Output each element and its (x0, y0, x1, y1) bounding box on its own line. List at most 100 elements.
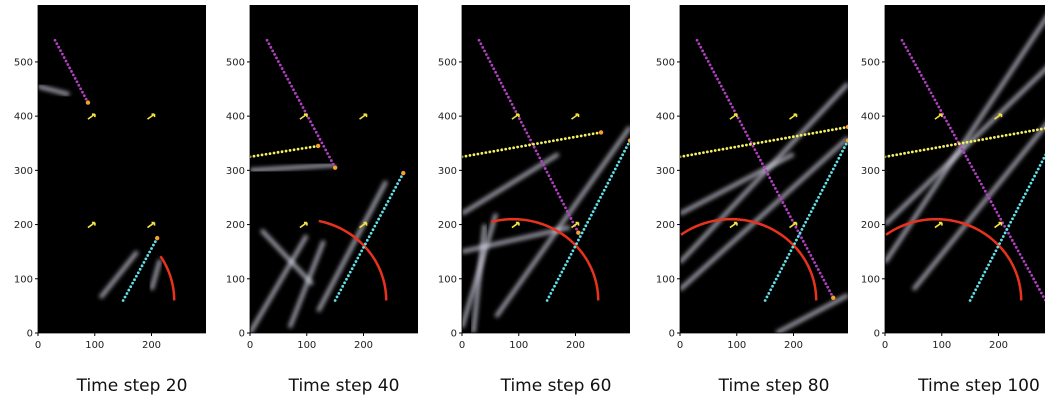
purple-dot (324, 149, 327, 152)
purple-dot (912, 60, 915, 63)
yellow-dot (714, 149, 717, 152)
y-tick-label: 200 (656, 220, 675, 231)
y-tick-label: 400 (656, 112, 675, 123)
yellow-dot (548, 140, 551, 143)
yellow-dot (757, 142, 760, 145)
purple-dot (505, 92, 508, 95)
cyan-dot (627, 143, 630, 146)
purple-dot (548, 174, 551, 177)
cyan-dot (379, 214, 382, 217)
purple-dot (918, 70, 921, 73)
cyan-dot (1017, 207, 1020, 210)
cyan-dot (347, 274, 350, 277)
purple-dot (906, 49, 909, 52)
cyan-dot (767, 292, 770, 295)
cyan-dot (817, 196, 820, 199)
purple-dot (496, 74, 499, 77)
purple-dot (322, 145, 325, 148)
purple-dot (285, 74, 288, 77)
purple-dot (830, 293, 833, 296)
yellow-dot (993, 136, 996, 139)
cyan-dot (795, 239, 798, 242)
cyan-dot (834, 164, 837, 167)
cyan-dot (392, 189, 395, 192)
yellow-dot (1020, 131, 1023, 134)
purple-dot (709, 64, 712, 67)
purple-dot (283, 71, 286, 74)
purple-dot (995, 211, 998, 214)
purple-dot (79, 87, 82, 90)
purple-dot (802, 240, 805, 243)
yellow-dot (981, 138, 984, 141)
cyan-dot (983, 271, 986, 274)
purple-dot (701, 49, 704, 52)
cyan-dot (764, 299, 767, 302)
purple-dot (1023, 260, 1026, 263)
yellow-dot (804, 133, 807, 136)
y-tick-label: 200 (14, 220, 33, 231)
cyan-dot (1035, 171, 1038, 174)
yellow-dot (891, 154, 894, 157)
purple-dot (525, 132, 528, 135)
cyan-dot (793, 242, 796, 245)
cyan-dot (841, 150, 844, 153)
purple-dot (1038, 288, 1041, 291)
yellow-dot (528, 144, 531, 147)
purple-dot (731, 106, 734, 109)
cyan-dot (971, 296, 974, 299)
caption: Time step 60 (500, 376, 612, 396)
purple-dot (72, 73, 75, 76)
cyan-dot (586, 221, 589, 224)
cyan-dot (338, 292, 341, 295)
cyan-dot (364, 242, 367, 245)
y-tick-label: 500 (14, 57, 33, 68)
yellow-dot (289, 149, 292, 152)
yellow-dot (702, 151, 705, 154)
y-tick-label: 0 (669, 329, 675, 340)
yellow-dot (690, 153, 693, 156)
y-tick-label: 200 (438, 220, 457, 231)
cyan-dot (343, 281, 346, 284)
purple-dot (566, 210, 569, 213)
cyan-dot (1031, 178, 1034, 181)
cyan-dot (381, 211, 384, 214)
x-tick-label: 200 (354, 340, 373, 351)
cyan-dot (390, 193, 393, 196)
yellow-dot (469, 154, 472, 157)
cyan-dot (843, 146, 846, 149)
purple-dot (696, 39, 699, 42)
purple-dot (997, 214, 1000, 217)
purple-dot (522, 124, 525, 127)
purple-dot (319, 138, 322, 141)
purple-dot (821, 275, 824, 278)
purple-dot (1015, 246, 1018, 249)
cyan-dot (141, 264, 144, 267)
yellow-dot (265, 153, 268, 156)
cyan-dot (362, 246, 365, 249)
yellow-dot (305, 146, 308, 149)
purple-dot (823, 279, 826, 282)
yellow-dot (811, 132, 814, 135)
cyan-dot (830, 171, 833, 174)
caption: Time step 20 (76, 376, 188, 396)
purple-dot (300, 103, 303, 106)
cyan-dot (1039, 164, 1042, 167)
cyan-dot (812, 207, 815, 210)
purple-dot (1032, 278, 1035, 281)
purple-dot (920, 74, 923, 77)
cyan-dot (1000, 239, 1003, 242)
purple-dot (789, 215, 792, 218)
purple-dot (753, 148, 756, 151)
yellow-dot (930, 147, 933, 150)
purple-dot (478, 39, 481, 42)
cyan-dot (557, 278, 560, 281)
purple-dot (935, 102, 938, 105)
purple-dot (780, 198, 783, 201)
yellow-dot (1032, 129, 1035, 132)
y-tick-label: 400 (14, 112, 33, 123)
yellow-dot (706, 151, 709, 154)
purple-dot (951, 130, 954, 133)
cyan-dot (788, 253, 791, 256)
yellow-dot (733, 146, 736, 149)
cyan-dot (122, 299, 125, 302)
